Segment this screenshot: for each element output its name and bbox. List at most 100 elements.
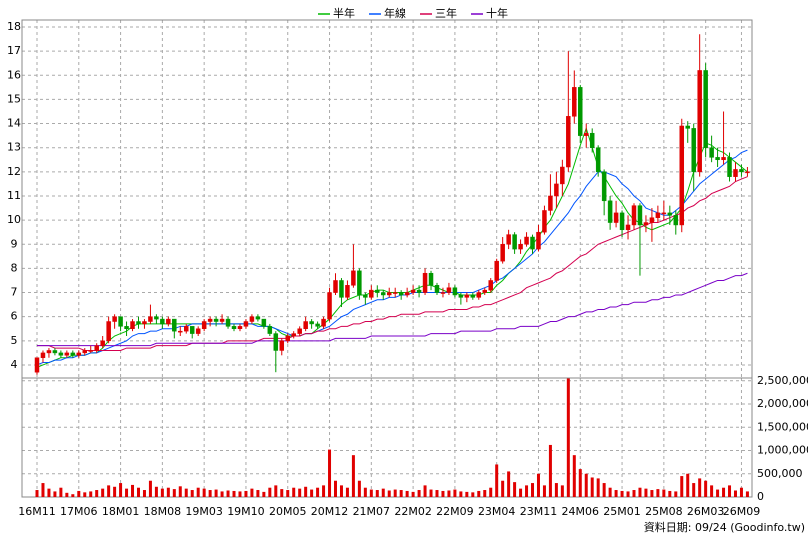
y-tick-label: 14 (7, 117, 21, 130)
candle-body (94, 345, 99, 351)
y-tick-label: 10 (7, 213, 21, 226)
volume-bar (178, 486, 182, 497)
volume-bar (698, 478, 702, 497)
x-tick-label: 26M03 (687, 505, 725, 518)
candle-body (207, 318, 213, 322)
x-tick-label: 20M05 (269, 505, 307, 518)
candle-body (386, 292, 392, 296)
candle-body (697, 70, 702, 173)
candle-body (297, 328, 302, 334)
volume-bar (519, 488, 523, 497)
volume-bar (608, 487, 612, 497)
candle-body (536, 231, 541, 250)
volume-bar (190, 490, 194, 497)
candle-body (213, 318, 219, 322)
candle-body (416, 289, 422, 293)
candle-body (160, 318, 165, 325)
volume-bar (220, 491, 224, 497)
volume-bar (429, 489, 433, 497)
volume-tick-label: 2,000,000 (757, 397, 808, 410)
volume-bar (614, 490, 618, 497)
y-tick-label: 13 (7, 141, 21, 154)
y-tick-label: 16 (7, 68, 21, 81)
y-tick-label: 15 (7, 92, 21, 105)
candle-body (530, 236, 535, 250)
volume-bar (483, 490, 487, 497)
candle-body (518, 244, 523, 250)
volume-bar (536, 473, 540, 497)
candle-body (446, 287, 452, 293)
candle-body (339, 280, 344, 298)
volume-bar (351, 455, 355, 497)
volume-bar (59, 487, 63, 497)
candle-body (351, 270, 356, 286)
volume-bar (172, 489, 176, 497)
candle-body (667, 212, 673, 216)
volume-bar (136, 487, 140, 497)
y-tick-label: 8 (11, 261, 18, 274)
candle-body (392, 292, 398, 294)
volume-bar (184, 488, 188, 497)
candle-body (148, 316, 153, 322)
volume-bar (542, 485, 546, 497)
candle-body (285, 335, 290, 342)
volume-bar (375, 490, 379, 497)
volume-bar (471, 492, 475, 497)
volume-bar (686, 473, 690, 497)
volume-bar (322, 485, 326, 497)
ma-line (37, 272, 748, 347)
candle-body (428, 272, 434, 286)
volume-bar (668, 490, 672, 497)
candle-body (375, 289, 380, 293)
candle-body (625, 224, 631, 231)
candle-body (267, 326, 273, 334)
volume-bar (369, 489, 373, 497)
candle-body (106, 321, 111, 342)
volume-bar (513, 482, 517, 497)
candle-body (464, 294, 470, 298)
y-tick-label: 18 (7, 20, 21, 33)
volume-bar (435, 490, 439, 497)
volume-bar (548, 444, 552, 497)
candle-body (70, 352, 76, 356)
volume-bar (465, 491, 469, 497)
volume-tick-label: 1,500,000 (757, 420, 808, 433)
volume-bar (507, 471, 511, 497)
volume-bar (202, 488, 206, 497)
volume-tick-label: 0 (757, 490, 764, 503)
x-tick-label: 24M06 (562, 505, 600, 518)
candle-body (512, 234, 517, 250)
candle-body (739, 169, 744, 173)
candle-body (100, 340, 105, 346)
candle-body (166, 318, 171, 325)
volume-bar (674, 491, 678, 497)
volume-bar (525, 485, 529, 497)
candle-body (452, 287, 458, 296)
volume-bar (148, 480, 152, 497)
volume-bar (566, 378, 570, 497)
volume-bar (345, 487, 349, 497)
candle-body (154, 316, 159, 320)
candle-body (219, 318, 225, 322)
volume-bar (477, 490, 481, 497)
volume-bar (298, 488, 302, 497)
volume-bar (232, 490, 236, 497)
candle-body (434, 285, 440, 293)
candle-body (172, 318, 177, 332)
candle-body (661, 212, 667, 215)
candle-body (709, 147, 714, 158)
volume-bar (316, 487, 320, 497)
candle-body (88, 350, 93, 352)
volume-bar (77, 490, 81, 497)
volume-bar (644, 488, 648, 497)
candle-body (58, 352, 64, 356)
candle-body (655, 212, 661, 218)
candle-body (76, 352, 82, 356)
candle-body (82, 350, 88, 354)
candle-body (273, 333, 279, 351)
volume-bar (722, 487, 726, 497)
candle-body (566, 116, 571, 168)
candle-body (130, 321, 135, 330)
volume-bar (626, 491, 630, 497)
